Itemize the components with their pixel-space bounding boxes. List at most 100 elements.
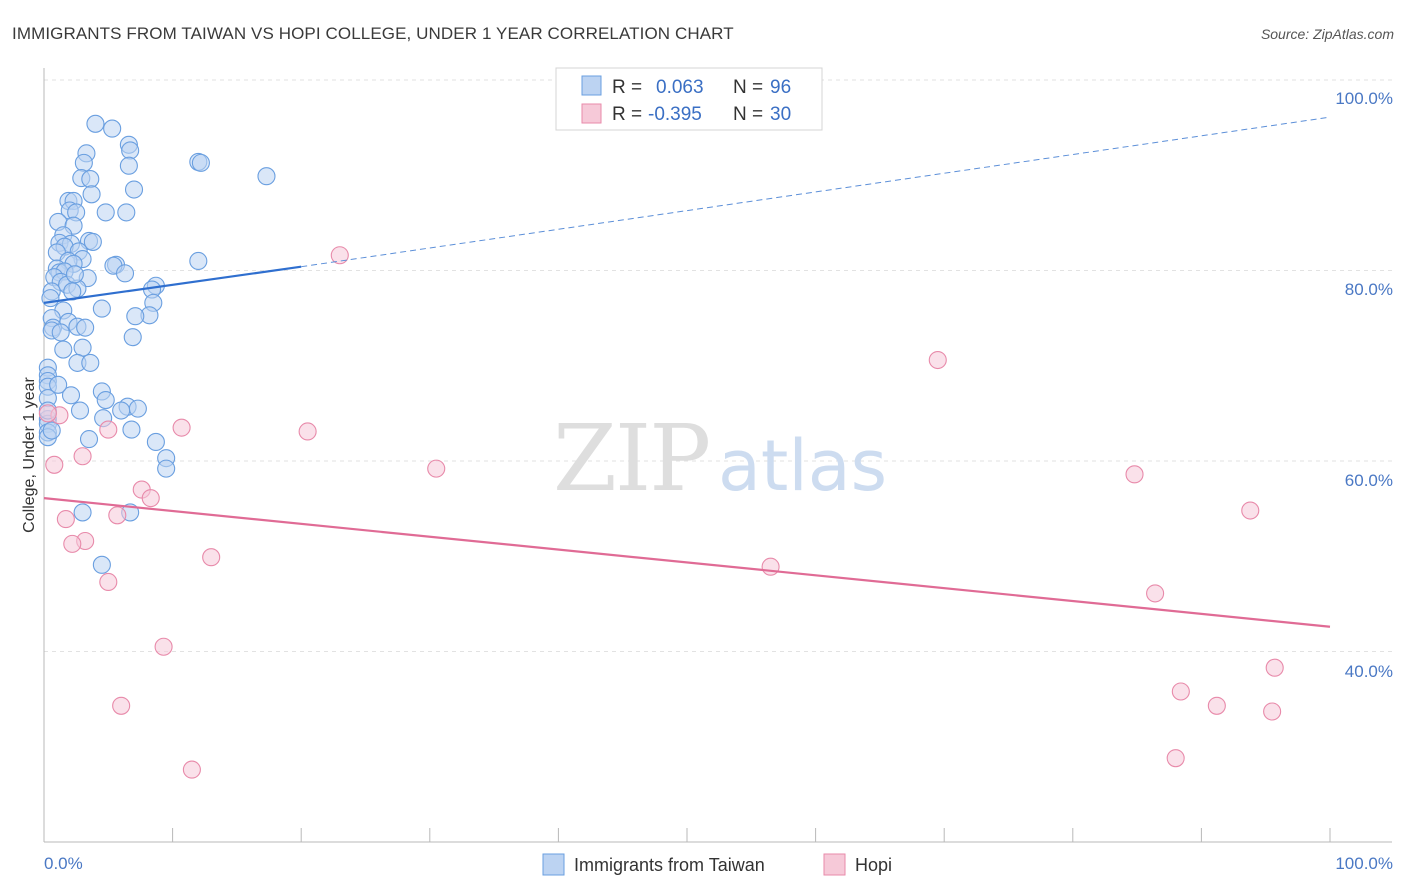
point-hopi-27	[1166, 749, 1185, 768]
bottom-legend-label-taiwan: Immigrants from Taiwan	[574, 855, 765, 875]
watermark-atlas: atlas	[718, 425, 887, 507]
axes	[43, 68, 1392, 843]
point-hopi-22	[1265, 658, 1284, 677]
y-tick-label-40: 40.0%	[1345, 662, 1393, 681]
point-taiwan-0	[86, 114, 105, 133]
point-taiwan-85	[79, 430, 99, 449]
series-taiwan	[38, 114, 276, 574]
point-taiwan-86	[146, 432, 165, 452]
point-hopi-24	[1207, 696, 1226, 715]
point-taiwan-62	[123, 328, 142, 347]
legend-swatch-hopi	[581, 103, 602, 124]
point-taiwan-76	[128, 399, 147, 418]
point-hopi-21	[154, 637, 173, 656]
point-taiwan-88	[157, 459, 176, 478]
point-hopi-17	[202, 548, 221, 567]
bottom-legend-label-hopi: Hopi	[855, 855, 892, 875]
legend-hopi-r-value: -0.395	[648, 104, 702, 125]
chart-title: IMMIGRANTS FROM TAIWAN VS HOPI COLLEGE, …	[12, 24, 734, 43]
point-taiwan-9	[257, 167, 276, 186]
point-taiwan-19	[117, 203, 136, 222]
point-hopi-14	[108, 506, 127, 525]
point-taiwan-92	[42, 421, 61, 440]
x-tick-label-100: 100.0%	[1335, 854, 1393, 873]
point-hopi-19	[99, 572, 118, 592]
point-taiwan-25	[83, 232, 102, 251]
legend-taiwan-n-label: N =	[733, 77, 763, 98]
point-taiwan-64	[54, 340, 73, 359]
trend-lines	[43, 116, 1331, 628]
point-hopi-18	[761, 557, 780, 576]
y-tick-label-100: 100.0%	[1335, 89, 1393, 108]
point-taiwan-33	[189, 251, 208, 271]
point-taiwan-16	[96, 203, 115, 222]
point-taiwan-54	[126, 307, 145, 326]
point-taiwan-11	[81, 170, 100, 189]
point-hopi-4	[99, 420, 118, 439]
point-hopi-12	[1241, 501, 1260, 520]
legend-taiwan-r-value: 0.063	[656, 77, 704, 98]
bottom-legend-swatch-hopi	[823, 853, 846, 876]
series-hopi	[38, 246, 1284, 779]
x-axis-ticks	[43, 828, 1331, 842]
legend-swatch-taiwan	[581, 75, 602, 96]
trend-line-hopi	[43, 497, 1331, 628]
point-taiwan-63	[73, 338, 92, 357]
point-taiwan-72	[61, 386, 81, 405]
point-taiwan-78	[112, 401, 131, 420]
y-axis-label: College, Under 1 year	[21, 377, 38, 533]
point-taiwan-58	[76, 318, 95, 337]
point-taiwan-49	[41, 289, 60, 308]
point-hopi-20	[1146, 584, 1165, 603]
point-taiwan-41	[115, 264, 135, 283]
point-taiwan-13	[82, 185, 101, 204]
y-tick-labels: 100.0% 80.0% 60.0% 40.0%	[1335, 89, 1393, 681]
watermark-zip: ZIP	[553, 405, 709, 512]
point-taiwan-66	[81, 353, 100, 372]
point-hopi-29	[38, 404, 57, 423]
bottom-legend-swatch-taiwan	[542, 853, 565, 876]
point-hopi-1	[928, 350, 947, 370]
chart-source: Source: ZipAtlas.com	[1261, 26, 1394, 42]
point-taiwan-1	[103, 119, 122, 138]
point-taiwan-77	[70, 401, 90, 420]
y-tick-label-60: 60.0%	[1345, 471, 1393, 490]
point-hopi-13	[56, 510, 75, 529]
point-taiwan-94	[49, 375, 68, 394]
point-hopi-6	[73, 447, 92, 466]
legend-hopi-n-value: 30	[770, 104, 791, 125]
point-taiwan-4	[121, 141, 140, 160]
point-taiwan-91	[92, 555, 111, 574]
point-hopi-11	[141, 489, 160, 508]
point-taiwan-51	[92, 299, 111, 318]
legend-taiwan-r-label: R =	[612, 77, 642, 98]
point-taiwan-8	[119, 156, 138, 175]
legend-taiwan-n-value: 96	[770, 77, 791, 98]
point-hopi-7	[45, 455, 64, 474]
point-taiwan-61	[51, 323, 70, 342]
y-tick-label-80: 80.0%	[1345, 280, 1393, 299]
series-legend: Immigrants from Taiwan Hopi	[542, 853, 892, 876]
point-hopi-25	[1263, 702, 1282, 721]
correlation-legend: R = 0.063 N = 96 R = -0.395 N = 30	[555, 67, 823, 131]
point-hopi-28	[182, 760, 201, 779]
point-taiwan-95	[65, 265, 84, 284]
point-taiwan-82	[122, 420, 141, 439]
x-tick-label-0: 0.0%	[44, 854, 83, 873]
point-hopi-16	[63, 534, 82, 553]
point-hopi-3	[172, 418, 191, 437]
legend-hopi-n-label: N =	[733, 104, 763, 125]
point-taiwan-73	[96, 390, 115, 410]
point-hopi-5	[298, 422, 317, 441]
trend-line-taiwan	[43, 265, 302, 304]
trend-line-taiwan-extension	[301, 116, 1331, 268]
point-hopi-8	[427, 459, 446, 478]
point-hopi-9	[1125, 465, 1144, 484]
point-taiwan-89	[73, 503, 92, 522]
point-taiwan-5	[74, 153, 93, 172]
point-hopi-23	[1171, 682, 1190, 701]
point-taiwan-12	[124, 180, 144, 199]
legend-hopi-r-label: R =	[612, 104, 642, 125]
point-hopi-0	[330, 246, 349, 265]
